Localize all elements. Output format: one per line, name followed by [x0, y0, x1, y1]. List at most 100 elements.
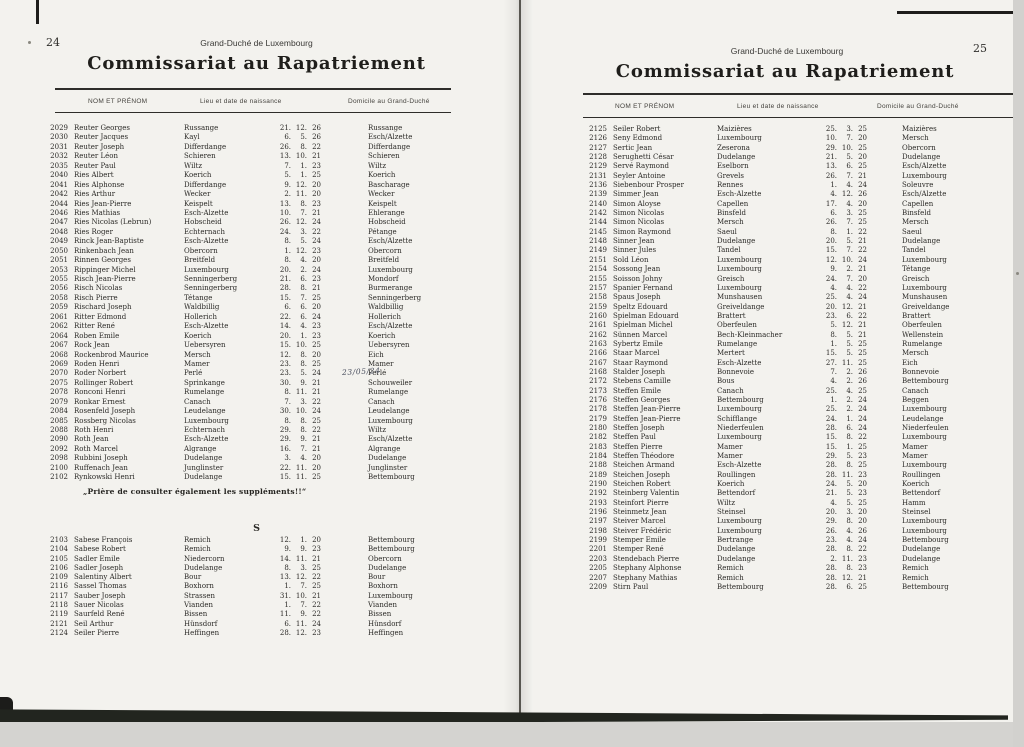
- entry-birth-month: 9.: [300, 435, 307, 444]
- entry-birth-month: 8.: [846, 461, 853, 470]
- entry-birth-year: 20: [312, 350, 321, 359]
- entry-name: Steinberg Valentin: [613, 489, 680, 498]
- entry-number: 2125: [589, 125, 607, 133]
- entry-birthplace: Niederfeulen: [717, 424, 764, 432]
- entry-birth-year: 24: [858, 181, 867, 190]
- entry-birth-day: 20.: [279, 265, 291, 274]
- entry-number: 2205: [589, 564, 607, 573]
- entry-number: 2029: [50, 124, 68, 132]
- entry-birth-day: 7.: [284, 397, 291, 406]
- entry-birth-year: 22: [858, 433, 867, 442]
- page-title-left: Commissariat au Rapatriement: [87, 53, 426, 74]
- entry-birthplace: Algrange: [184, 444, 217, 453]
- entry-birth-day: 28.: [825, 573, 837, 582]
- entry-number: 2041: [50, 180, 68, 189]
- entry-birthplace: Senningerberg: [184, 275, 238, 283]
- entry-number: 2084: [50, 407, 68, 416]
- entry-number: 2128: [589, 153, 607, 162]
- scan-speck: [1016, 272, 1019, 275]
- entry-birth-month: 7.: [300, 208, 307, 217]
- entry-birth-month: 8.: [300, 359, 307, 368]
- entry-number: 2121: [50, 619, 68, 628]
- entry-name: Steichen Robert: [613, 480, 671, 489]
- entry-birth-month: 3.: [300, 563, 307, 572]
- entry-domicile: Schouweiler: [368, 378, 413, 387]
- entry-number: 2090: [50, 435, 68, 444]
- entry-birth-year: 20: [858, 508, 867, 517]
- entry-birth-month: 7.: [846, 218, 853, 227]
- entry-domicile: Munshausen: [902, 293, 948, 302]
- entry-number: 2067: [50, 341, 68, 350]
- entry-birthplace: Esch-Alzette: [184, 435, 229, 444]
- entry-birth-year: 24: [858, 405, 867, 414]
- entry-birth-day: 5.: [284, 171, 291, 180]
- entry-birth-day: 28.: [279, 628, 291, 637]
- entry-domicile: Rumelange: [368, 388, 409, 397]
- entry-name: Sabese Robert: [74, 545, 126, 554]
- entry-birth-month: 5.: [846, 237, 853, 246]
- entry-domicile: Heffingen: [368, 628, 404, 637]
- entry-name: Risch Nicolas: [74, 284, 123, 293]
- entry-domicile: Saeul: [902, 227, 922, 236]
- entry-birth-day: 26.: [279, 142, 291, 151]
- entry-birth-month: 12.: [295, 573, 307, 582]
- entry-name: Soisson Johny: [613, 274, 663, 283]
- table-row: 2182 Steffen Paul Luxembourg 15. 8. 22 Luxembo…: [585, 433, 1005, 442]
- entry-number: 2136: [589, 181, 607, 190]
- entry-name: Stirn Paul: [613, 582, 649, 591]
- entry-number: 2151: [589, 255, 607, 264]
- entry-domicile: Steinsel: [902, 508, 931, 517]
- table-row: 2168 Stalder Joseph Bonnevoie 7. 2. 26 Bonnevo…: [585, 368, 1005, 377]
- table-row: 2197 Steiver Marcel Luxembourg 29. 8. 20 Luxem…: [585, 517, 1005, 526]
- entry-name: Steffen Joseph: [613, 424, 665, 432]
- entry-birth-day: 1.: [830, 395, 837, 404]
- entry-name: Reuter Joseph: [74, 142, 125, 151]
- entry-birth-day: 22.: [279, 463, 291, 472]
- entry-birth-day: 15.: [825, 246, 837, 255]
- entry-name: Salentiny Albert: [74, 573, 132, 582]
- entry-domicile: Hünsdorf: [368, 619, 402, 628]
- entry-birthplace: Luxembourg: [717, 134, 762, 143]
- entry-birthplace: Dudelange: [717, 237, 756, 246]
- table-row: 2029 Reuter Georges Russange 21. 12. 26 Russan…: [40, 124, 500, 133]
- entry-birth-day: 12.: [279, 350, 291, 359]
- entry-birth-year: 21: [858, 321, 867, 330]
- entry-birth-month: 11.: [841, 358, 853, 367]
- entry-birthplace: Rennes: [717, 181, 744, 190]
- table-row: 2184 Steffen Théodore Mamer 29. 5. 23 Mamer: [585, 452, 1005, 461]
- entry-domicile: Remich: [902, 573, 929, 582]
- entry-number: 2196: [589, 508, 607, 517]
- entry-name: Steichen Joseph: [613, 470, 671, 479]
- entry-birthplace: Remich: [717, 573, 744, 582]
- entry-birthplace: Oberfeulen: [717, 321, 757, 330]
- entry-birthplace: Mamer: [184, 359, 210, 368]
- table-row: 2098 Rubbini Joseph Dudelange 3. 4. 20 Dudelan…: [40, 454, 500, 463]
- table-row: 2051 Rinnen Georges Breitfeld 8. 4. 20 Breitfe…: [40, 256, 500, 265]
- entry-birth-month: 3.: [846, 125, 853, 133]
- entry-birth-day: 8.: [284, 256, 291, 265]
- entry-birth-day: 11.: [279, 610, 291, 619]
- entry-number: 2049: [50, 237, 68, 246]
- entry-birth-month: 8.: [300, 284, 307, 293]
- entry-name: Ronconi Henri: [74, 388, 126, 397]
- entry-birth-year: 21: [858, 265, 867, 274]
- entry-birthplace: Binsfeld: [717, 209, 746, 218]
- entry-birth-year: 22: [312, 397, 321, 406]
- table-row: 2207 Stephany Mathias Remich 28. 12. 21 Remich: [585, 574, 1005, 583]
- table-row: 2075 Rollinger Robert Sprinkange 30. 9. 21 Sch…: [40, 379, 500, 388]
- entry-birth-month: 1.: [846, 442, 853, 451]
- table-row: 2160 Spielman Edouard Brattert 23. 6. 22 Bratt…: [585, 312, 1005, 321]
- entry-number: 2079: [50, 397, 68, 406]
- entry-birth-month: 7.: [300, 444, 307, 453]
- entry-birthplace: Esch-Alzette: [717, 190, 762, 199]
- entry-birth-year: 24: [858, 536, 867, 545]
- entry-birthplace: Schieren: [184, 152, 216, 161]
- entry-birth-month: 8.: [300, 426, 307, 434]
- entry-birth-month: 2.: [846, 405, 853, 414]
- entry-birth-year: 20: [858, 153, 867, 162]
- entry-birth-year: 20: [312, 256, 321, 265]
- kicker-left: Grand-Duché de Luxembourg: [200, 38, 313, 48]
- entry-birth-day: 30.: [279, 378, 291, 387]
- entry-birthplace: Tétange: [184, 293, 213, 302]
- entry-name: Reuter Jacques: [74, 133, 129, 142]
